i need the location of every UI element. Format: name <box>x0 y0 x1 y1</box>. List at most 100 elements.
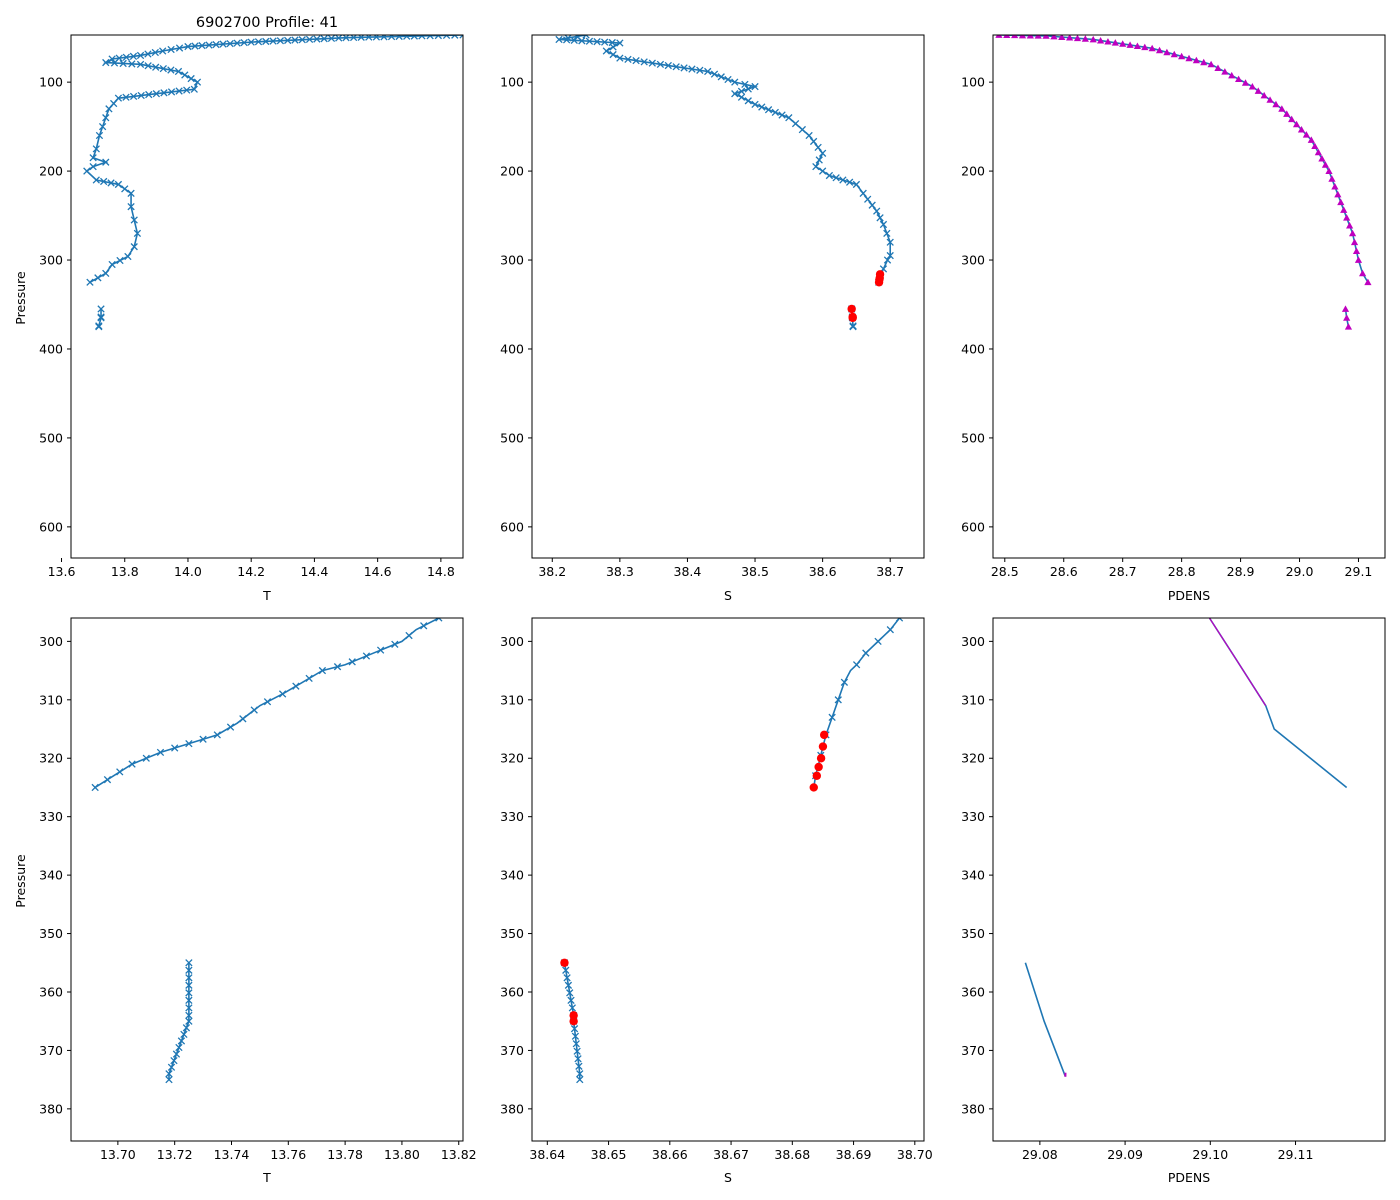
data-point-x <box>640 58 648 66</box>
data-point-x <box>191 42 199 50</box>
x-tick-label: 28.6 <box>1050 564 1078 579</box>
x-tick-label: 38.70 <box>897 1147 933 1162</box>
data-point-x <box>127 203 135 211</box>
flagged-point <box>847 304 856 314</box>
data-point-x <box>566 989 574 997</box>
data-point-x <box>717 73 725 81</box>
data-point-x <box>342 35 350 42</box>
x-tick-label: 29.11 <box>1278 1147 1314 1162</box>
data-point-triangle <box>1340 206 1348 213</box>
y-tick-label: 380 <box>500 1101 524 1116</box>
data-point-triangle <box>1003 35 1011 39</box>
data-point-x <box>92 145 100 153</box>
x-tick-label: 13.8 <box>111 564 139 579</box>
y-tick-label: 300 <box>500 253 524 268</box>
flagged-point <box>560 958 569 967</box>
x-tick-label: 28.9 <box>1227 564 1255 579</box>
data-point-triangle <box>1352 247 1361 255</box>
ticks-layer-bottom-pdens: 29.08 29.09 29.10 29.11 300 310 320 330 340 350 36… <box>961 634 1313 1162</box>
data-point-x <box>410 35 418 40</box>
data-point-x <box>198 41 206 50</box>
y-tick-label: 350 <box>39 926 63 941</box>
data-point-triangle <box>1331 183 1339 190</box>
data-point-triangle <box>1018 35 1027 39</box>
y-tick-label: 320 <box>39 751 63 766</box>
data-point-x <box>563 974 571 982</box>
data-point-triangle <box>1011 35 1019 39</box>
data-point-x <box>815 156 823 164</box>
y-tick-label: 600 <box>39 519 63 534</box>
data-point-x <box>167 1063 176 1071</box>
data-point-x <box>751 100 759 109</box>
data-point-x <box>570 1025 579 1033</box>
data-point-x <box>89 162 97 171</box>
ylabel-bottom-t: Pressure <box>13 854 28 908</box>
data-point-x <box>114 180 123 189</box>
x-tick-label: 14.2 <box>237 564 265 579</box>
data-point-triangle <box>1350 238 1359 246</box>
series-layer-top-pdens <box>995 35 1372 330</box>
data-point-x <box>862 649 870 657</box>
data-point-x <box>121 185 129 193</box>
flagged-point <box>819 730 829 740</box>
data-point-x <box>171 744 179 752</box>
data-point-triangle <box>1228 71 1236 79</box>
data-point-triangle <box>1314 148 1322 156</box>
plot-area-top-s <box>555 35 894 331</box>
data-point-x <box>664 61 672 70</box>
data-point-x <box>864 195 872 203</box>
data-point-x <box>744 97 752 105</box>
data-point-x <box>825 171 834 180</box>
data-point-x <box>834 696 842 704</box>
data-point-x <box>95 323 103 331</box>
y-tick-label: 600 <box>500 519 524 534</box>
data-point-triangle <box>1207 60 1215 68</box>
data-point-triangle <box>1214 64 1222 71</box>
data-point-triangle <box>1163 48 1171 56</box>
data-point-triangle <box>1133 42 1142 49</box>
data-point-triangle <box>1343 214 1351 221</box>
data-point-triangle <box>1321 161 1330 168</box>
axes-frame-bottom-s <box>531 617 925 1142</box>
data-point-x <box>573 1047 581 1055</box>
ticks-layer-top-s: 38.2 38.3 38.4 38.5 38.6 38.7 100 200 300 400 500 6… <box>500 75 904 579</box>
data-point-x <box>110 59 119 67</box>
data-point-x <box>737 87 746 95</box>
data-point-triangle <box>1318 155 1326 162</box>
data-point-x <box>108 260 116 269</box>
plot-area-top-pdens <box>995 35 1372 330</box>
data-point-x <box>818 167 827 175</box>
y-tick-label: 370 <box>500 1043 524 1058</box>
data-point-triangle <box>1096 36 1105 44</box>
data-point-x <box>130 243 138 251</box>
data-point-x <box>152 90 161 98</box>
data-point-x <box>144 50 152 58</box>
flagged-point <box>812 771 822 780</box>
data-point-triangle <box>1283 110 1291 117</box>
plot-area-bottom-pdens <box>1024 618 1348 1078</box>
data-point-x <box>263 698 272 706</box>
xlabel-top-s: S <box>724 588 732 603</box>
data-point-x <box>129 52 138 61</box>
data-point-x <box>568 1004 576 1012</box>
x-tick-label: 13.78 <box>327 1147 363 1162</box>
data-point-x <box>167 45 175 54</box>
y-tick-label: 330 <box>961 809 985 824</box>
x-tick-label: 38.68 <box>774 1147 810 1162</box>
data-point-x <box>185 1011 193 1020</box>
y-tick-label: 370 <box>961 1043 985 1058</box>
x-tick-label: 38.65 <box>591 1147 627 1162</box>
data-point-x <box>886 238 894 246</box>
x-tick-label: 29.08 <box>1022 1147 1058 1162</box>
data-point-x <box>94 274 102 282</box>
x-tick-label: 38.2 <box>538 564 566 579</box>
x-tick-label: 13.82 <box>441 1147 477 1162</box>
data-point-x <box>832 174 840 182</box>
data-point-x <box>124 252 132 261</box>
y-tick-label: 340 <box>39 868 63 883</box>
data-point-triangle <box>1292 120 1301 128</box>
data-point-x <box>284 36 292 45</box>
data-point-x <box>852 661 861 669</box>
